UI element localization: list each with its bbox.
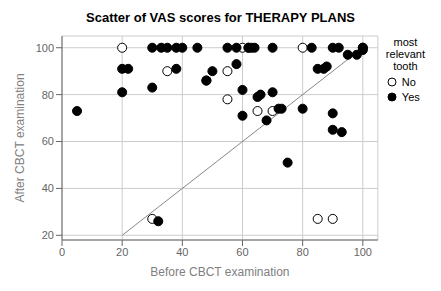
svg-text:After CBCT examination: After CBCT examination — [13, 73, 27, 202]
svg-text:80: 80 — [297, 246, 309, 258]
svg-text:40: 40 — [42, 182, 54, 194]
svg-text:Before CBCT examination: Before CBCT examination — [150, 265, 289, 279]
html-text:No: No — [401, 76, 416, 88]
svg-text:0: 0 — [59, 246, 65, 258]
html-text:Yes: Yes — [401, 91, 420, 103]
svg-text:40: 40 — [176, 246, 188, 258]
svg-text:60: 60 — [42, 135, 54, 147]
svg-text:80: 80 — [42, 89, 54, 101]
svg-text:60: 60 — [236, 246, 248, 258]
html-text:tooth: tooth — [393, 60, 418, 72]
html-text:relevant: relevant — [385, 48, 425, 60]
html-text:Scatter of VAS scores for THER: Scatter of VAS scores for THERAPY PLANS — [86, 10, 355, 25]
svg-text:100: 100 — [36, 42, 54, 54]
svg-text:100: 100 — [354, 246, 372, 258]
html-text:most: most — [393, 36, 418, 48]
svg-text:20: 20 — [42, 229, 54, 241]
svg-text:20: 20 — [116, 246, 128, 258]
